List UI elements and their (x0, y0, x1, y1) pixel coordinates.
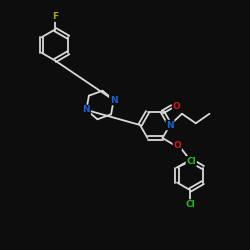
Text: Cl: Cl (186, 157, 196, 166)
Text: N: N (110, 96, 118, 104)
Text: Cl: Cl (185, 200, 195, 209)
Text: N: N (166, 120, 174, 130)
Text: O: O (174, 141, 181, 150)
Text: N: N (82, 106, 90, 114)
Text: O: O (172, 102, 180, 111)
Text: F: F (52, 12, 58, 21)
